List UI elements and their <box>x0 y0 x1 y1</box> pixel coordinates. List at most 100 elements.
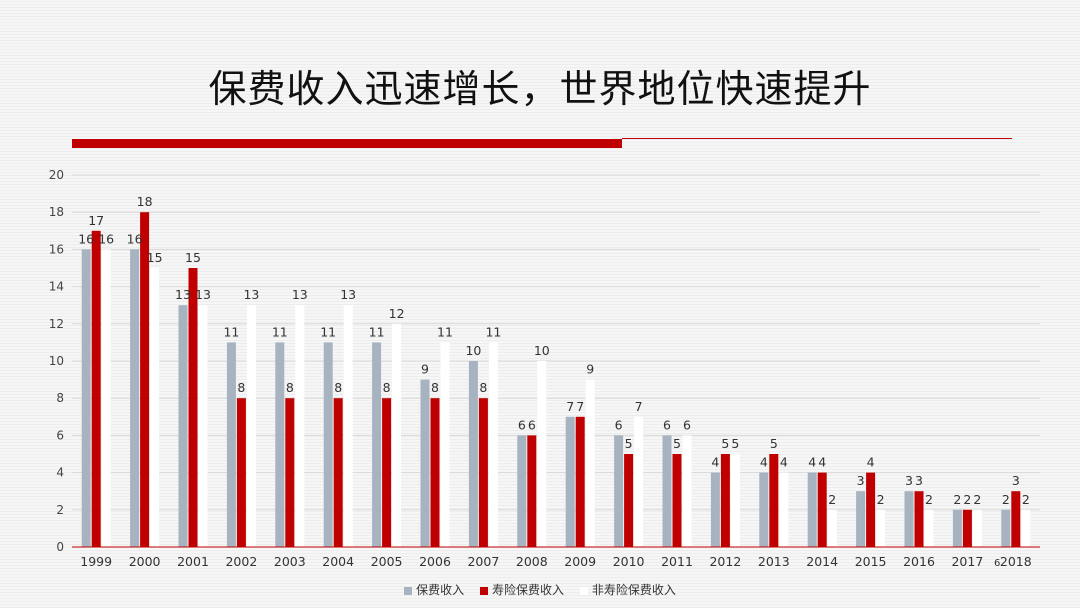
data-label: 6 <box>615 417 623 432</box>
data-label: 2 <box>877 492 885 507</box>
data-label: 4 <box>780 455 788 470</box>
y-tick-label: 0 <box>56 540 64 554</box>
data-label: 4 <box>818 455 826 470</box>
legend-item-life: 寿险保费收入 <box>479 581 564 598</box>
bar-nonlife <box>924 509 934 547</box>
data-label: 11 <box>223 324 239 339</box>
bar-life <box>236 398 246 547</box>
data-label: 11 <box>485 324 501 339</box>
y-tick-label: 12 <box>49 317 64 331</box>
data-label: 16 <box>78 231 94 246</box>
bar-life <box>720 454 730 547</box>
data-label: 13 <box>175 287 191 302</box>
page-title: 保费收入迅速增长，世界地位快速提升 <box>208 67 872 111</box>
x-tick-label: 2011 <box>661 554 693 569</box>
title-underline-thick <box>72 139 622 148</box>
y-tick-label: 10 <box>49 354 64 368</box>
bar-nonlife <box>730 454 740 547</box>
data-label: 2 <box>828 492 836 507</box>
bar-life <box>769 454 779 547</box>
y-tick-label: 14 <box>49 280 64 294</box>
data-label: 13 <box>243 287 259 302</box>
x-tick-label: 2012 <box>709 554 741 569</box>
bar-total <box>130 249 140 547</box>
data-label: 2 <box>1022 492 1030 507</box>
title-underline-thin <box>622 138 1012 139</box>
x-tick-label: 2006 <box>419 554 451 569</box>
data-label: 5 <box>721 436 729 451</box>
data-label: 5 <box>770 436 778 451</box>
data-label: 2 <box>973 492 981 507</box>
bar-nonlife <box>150 268 160 547</box>
data-label: 17 <box>88 213 104 228</box>
data-label: 5 <box>673 436 681 451</box>
data-label: 11 <box>369 324 385 339</box>
bar-total <box>856 491 866 547</box>
data-label: 3 <box>905 473 913 488</box>
bar-nonlife <box>972 509 982 547</box>
bar-life <box>333 398 343 547</box>
bar-total <box>807 472 817 547</box>
bar-life <box>478 398 488 547</box>
bar-total <box>952 509 962 547</box>
x-tick-label: 2014 <box>806 554 838 569</box>
y-tick-label: 16 <box>49 242 64 256</box>
bar-nonlife <box>634 416 644 547</box>
bar-total <box>1001 509 1011 547</box>
bar-life <box>575 416 585 547</box>
bar-total <box>372 342 382 547</box>
bar-total <box>614 435 624 547</box>
chart-gridlines <box>72 174 1040 548</box>
data-label: 4 <box>760 455 768 470</box>
bar-life <box>285 398 295 547</box>
bar-life <box>672 454 682 547</box>
bar-nonlife <box>585 379 595 547</box>
chart-legend: 保费收入 寿险保费收入 非寿险保费收入 <box>0 581 1080 598</box>
legend-label-nonlife: 非寿险保费收入 <box>591 583 676 597</box>
legend-label-life: 寿险保费收入 <box>491 583 564 597</box>
data-label: 8 <box>237 380 245 395</box>
data-label: 7 <box>635 399 643 414</box>
bar-life <box>527 435 537 547</box>
bar-nonlife <box>198 305 208 547</box>
data-label: 15 <box>185 250 201 265</box>
bar-total <box>904 491 914 547</box>
data-label: 10 <box>534 343 550 358</box>
legend-label-total: 保费收入 <box>416 583 465 597</box>
legend-swatch-red <box>479 587 488 595</box>
x-tick-label: 2018 <box>1000 554 1032 569</box>
x-tick-label: 2009 <box>564 554 596 569</box>
x-tick-label: 2017 <box>951 554 983 569</box>
bar-nonlife <box>295 305 305 547</box>
data-label: 5 <box>731 436 739 451</box>
bar-nonlife <box>779 472 789 547</box>
data-label: 9 <box>421 362 429 377</box>
bar-life <box>624 454 634 547</box>
data-label: 16 <box>127 231 143 246</box>
bar-life <box>914 491 924 547</box>
bar-total <box>468 361 478 547</box>
legend-item-total: 保费收入 <box>404 581 464 598</box>
y-tick-label: 18 <box>49 205 64 219</box>
x-tick-label: 2005 <box>371 554 403 569</box>
x-tick-label: 1999 <box>80 554 112 569</box>
x-tick-label: 2015 <box>855 554 887 569</box>
y-axis: 0 2 4 6 8 10 12 14 16 18 20 <box>49 168 64 554</box>
bar-nonlife <box>1021 509 1031 547</box>
y-tick-label: 8 <box>56 391 64 405</box>
bar-life <box>430 398 440 547</box>
data-label: 7 <box>576 399 584 414</box>
data-label: 6 <box>528 417 536 432</box>
data-label: 16 <box>98 231 114 246</box>
data-label: 11 <box>437 324 453 339</box>
bar-total <box>81 249 91 547</box>
data-label: 13 <box>195 287 211 302</box>
bar-total <box>323 342 333 547</box>
data-label: 12 <box>389 306 405 321</box>
bar-total <box>517 435 527 547</box>
bar-total <box>178 305 188 547</box>
bar-total <box>275 342 285 547</box>
data-label: 6 <box>518 417 526 432</box>
data-label: 11 <box>272 324 288 339</box>
